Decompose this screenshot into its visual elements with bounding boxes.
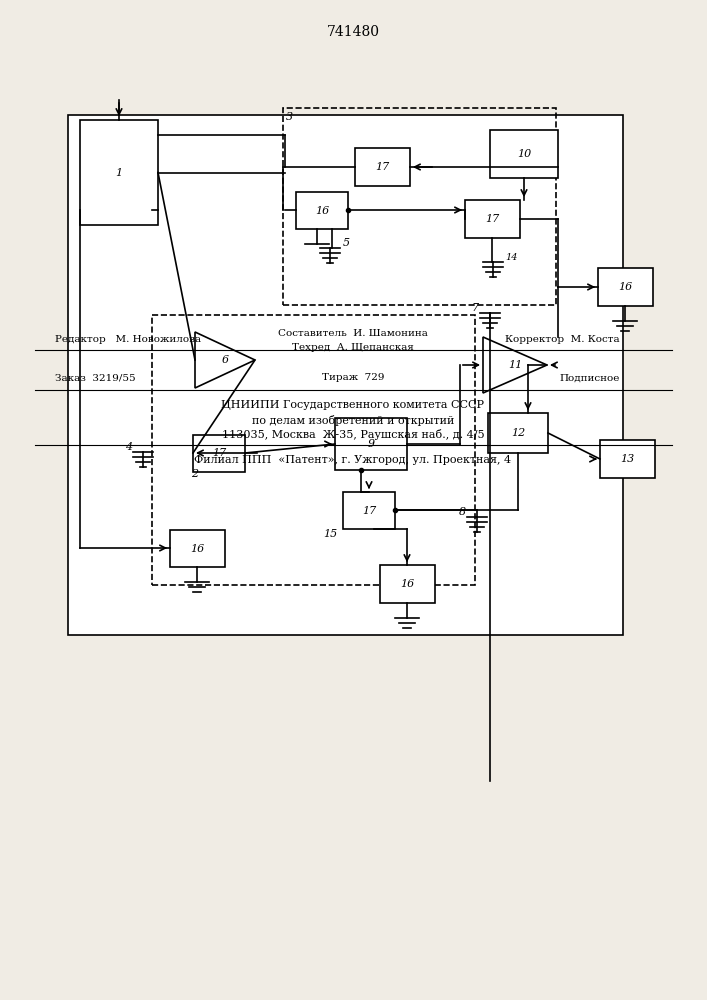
Text: 2: 2 — [191, 469, 198, 479]
Text: 14: 14 — [505, 253, 518, 262]
Polygon shape — [195, 332, 255, 388]
Text: ЦНИИПИ Государственного комитета СССР: ЦНИИПИ Государственного комитета СССР — [221, 400, 484, 410]
Text: 8: 8 — [459, 507, 466, 517]
Text: по делам изобретений и открытий: по делам изобретений и открытий — [252, 414, 454, 426]
FancyBboxPatch shape — [380, 565, 435, 603]
FancyBboxPatch shape — [465, 200, 520, 238]
Text: Подписное: Подписное — [560, 373, 620, 382]
Text: 9: 9 — [368, 439, 375, 449]
Text: Составитель  И. Шамонина: Составитель И. Шамонина — [278, 330, 428, 338]
FancyBboxPatch shape — [80, 120, 158, 225]
Text: 10: 10 — [517, 149, 531, 159]
FancyBboxPatch shape — [68, 115, 623, 635]
Text: 17: 17 — [362, 506, 376, 516]
Text: 1: 1 — [115, 167, 122, 178]
Text: 16: 16 — [400, 579, 414, 589]
Text: 13: 13 — [620, 454, 635, 464]
Text: 16: 16 — [190, 544, 204, 554]
Text: 6: 6 — [221, 355, 228, 365]
FancyBboxPatch shape — [296, 192, 348, 229]
Text: 12: 12 — [511, 428, 525, 438]
Text: 113035, Москва  Ж-35, Раушская наб., д. 4/5: 113035, Москва Ж-35, Раушская наб., д. 4… — [222, 430, 484, 440]
FancyBboxPatch shape — [335, 418, 407, 470]
Text: 16: 16 — [619, 282, 633, 292]
Polygon shape — [483, 337, 547, 393]
Text: Филиал ППП  «Патент», г. Ужгород, ул. Проектная, 4: Филиал ППП «Патент», г. Ужгород, ул. Про… — [194, 455, 512, 465]
Text: 741480: 741480 — [327, 25, 380, 39]
Text: 15: 15 — [323, 529, 337, 539]
Text: Корректор  М. Коста: Корректор М. Коста — [506, 336, 620, 344]
Text: Заказ  3219/55: Заказ 3219/55 — [55, 373, 136, 382]
Text: 5: 5 — [343, 238, 350, 248]
FancyBboxPatch shape — [598, 268, 653, 306]
Text: 11: 11 — [508, 360, 522, 370]
FancyBboxPatch shape — [193, 435, 245, 472]
Text: 3: 3 — [286, 112, 293, 122]
Text: 16: 16 — [315, 206, 329, 216]
FancyBboxPatch shape — [170, 530, 225, 567]
Text: 4: 4 — [125, 442, 132, 452]
FancyBboxPatch shape — [355, 148, 410, 186]
Text: 17: 17 — [486, 214, 500, 224]
Text: Тираж  729: Тираж 729 — [322, 373, 384, 382]
Text: 17: 17 — [212, 448, 226, 458]
Text: Техред  А. Щепанская: Техред А. Щепанская — [292, 342, 414, 352]
FancyBboxPatch shape — [600, 440, 655, 478]
Text: Редактор   М. Новожилова: Редактор М. Новожилова — [55, 336, 201, 344]
Text: 7: 7 — [472, 303, 479, 313]
FancyBboxPatch shape — [343, 492, 395, 529]
FancyBboxPatch shape — [490, 130, 558, 178]
Text: 17: 17 — [375, 162, 390, 172]
FancyBboxPatch shape — [488, 413, 548, 453]
